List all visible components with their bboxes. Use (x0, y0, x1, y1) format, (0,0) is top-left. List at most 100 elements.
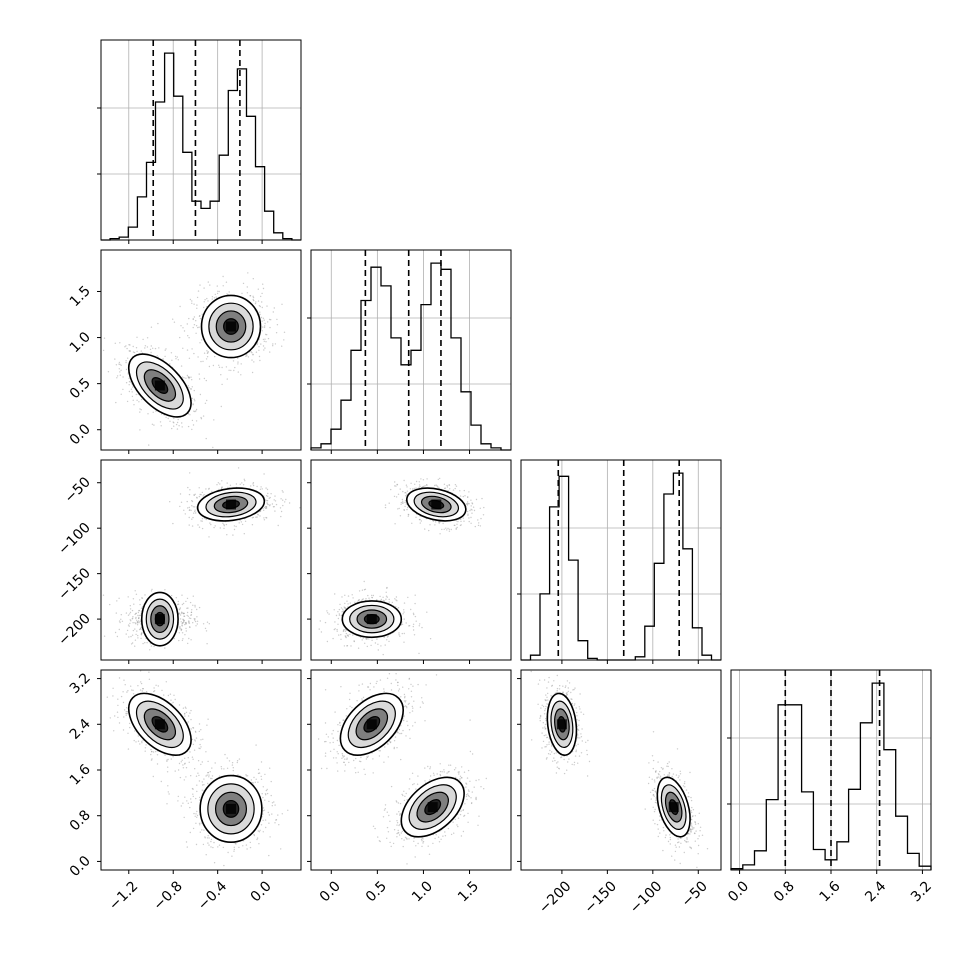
peak-bin-mode-0 (154, 614, 165, 625)
histogram-bar (540, 594, 550, 660)
histogram-bar (381, 286, 391, 450)
histogram-bar (872, 683, 884, 870)
histogram-panel-0 (97, 39, 302, 241)
pair-panel-1-2 (310, 459, 512, 661)
panel-frame (310, 669, 512, 871)
peak-bin-mode-1 (431, 499, 442, 510)
histogram-panel-1 (307, 249, 512, 451)
x-tick-label: 1.0 (409, 878, 436, 905)
x-tick-label: 0.8 (771, 878, 798, 905)
panel-frame (100, 39, 302, 241)
y-tick-label: 0.0 (67, 421, 94, 448)
histogram-bar (321, 444, 331, 450)
x-tick-label: 1.6 (817, 878, 844, 905)
histogram-bar (247, 116, 256, 240)
histogram-bar (421, 305, 431, 450)
histogram-bar (813, 850, 825, 871)
y-tick-label: −200 (55, 611, 94, 650)
histogram-bar (156, 102, 165, 240)
histogram-bar (401, 365, 411, 450)
x-tick-label: 2.4 (862, 878, 889, 905)
peak-bin-mode-0 (366, 614, 377, 625)
y-tick-label: 1.0 (67, 329, 94, 356)
x-tick-label: 0.0 (248, 878, 275, 905)
y-tick-label: 0.0 (67, 853, 94, 880)
histogram-bar (371, 267, 381, 450)
histogram-bar (219, 155, 228, 240)
peak-bin-mode-1 (668, 802, 679, 813)
histogram-bar (531, 655, 541, 660)
histogram-bar (778, 705, 790, 870)
histogram-bar (654, 563, 664, 660)
x-tick-label: 1.5 (455, 878, 482, 905)
histogram-bar (790, 705, 802, 870)
peak-bin-mode-0 (154, 380, 165, 391)
histogram-bar (908, 853, 920, 870)
histogram-bar (165, 53, 174, 240)
histogram-bar (569, 560, 579, 660)
x-tick-label: 3.2 (908, 878, 935, 905)
histogram-bar (192, 201, 201, 240)
histogram-step-line (730, 682, 932, 870)
x-tick-label: −100 (627, 878, 666, 917)
histogram-bar (471, 425, 481, 450)
histogram-bar (237, 69, 246, 240)
peak-bin-mode-1 (226, 803, 236, 814)
y-tick-label: 0.8 (67, 807, 94, 834)
histogram-bar (183, 152, 192, 240)
panel-frame (310, 459, 512, 661)
histogram-panel-2 (517, 459, 722, 661)
histogram-bar (837, 842, 849, 870)
histogram-bar (201, 208, 210, 240)
histogram-bar (451, 338, 461, 450)
histogram-bar (391, 338, 401, 450)
histogram-bar (411, 350, 421, 450)
y-tick-label: −50 (62, 474, 94, 506)
panel-frame (520, 459, 722, 661)
histogram-bar (431, 263, 441, 450)
peak-bin-mode-0 (556, 719, 567, 730)
pair-panel-0-1 (100, 249, 302, 451)
x-tick-label: −0.4 (195, 878, 230, 913)
y-tick-label: 1.5 (67, 283, 94, 310)
x-tick-label: 0.5 (363, 878, 390, 905)
histogram-step-line (521, 472, 721, 661)
histogram-bar (896, 816, 908, 870)
y-tick-label: 2.4 (67, 716, 94, 743)
pair-panel-2-3 (520, 669, 722, 871)
peak-bin-mode-1 (226, 321, 236, 332)
histogram-bar (559, 476, 569, 660)
x-tick-label: −200 (536, 878, 575, 917)
peak-bin-mode-1 (427, 802, 438, 813)
y-tick-label: −100 (55, 520, 94, 559)
corner-plot-panels: −1.2 −0.8 −0.4 0.0 0.0 0.5 1.0 1.5 −200 −150 −100−… (55, 39, 935, 917)
histogram-bar (137, 197, 146, 240)
histogram-bar (664, 494, 674, 660)
histogram-bar (578, 641, 588, 660)
pair-panel-1-3 (310, 669, 512, 871)
x-tick-label: −50 (679, 878, 711, 910)
histogram-panel-3 (727, 669, 932, 871)
histogram-bar (128, 227, 137, 240)
peak-bin-mode-0 (366, 719, 377, 730)
panel-frame (100, 459, 302, 661)
x-tick-label: −0.8 (150, 878, 185, 913)
histogram-bar (256, 167, 265, 240)
histogram-bar (265, 211, 274, 240)
x-tick-label: 0.0 (725, 878, 752, 905)
x-tick-label: −1.2 (106, 878, 141, 913)
histogram-bar (673, 473, 683, 660)
histogram-bar (849, 789, 861, 870)
histogram-bar (331, 429, 341, 450)
histogram-bar (755, 851, 767, 870)
histogram-bar (481, 444, 491, 450)
histogram-bar (702, 655, 712, 660)
histogram-bar (766, 800, 778, 870)
peak-bin-mode-1 (226, 499, 236, 510)
histogram-bar (683, 549, 693, 660)
histogram-bar (441, 269, 451, 450)
histogram-bar (351, 350, 361, 450)
histogram-bar (860, 723, 872, 870)
histogram-bar (174, 96, 183, 240)
